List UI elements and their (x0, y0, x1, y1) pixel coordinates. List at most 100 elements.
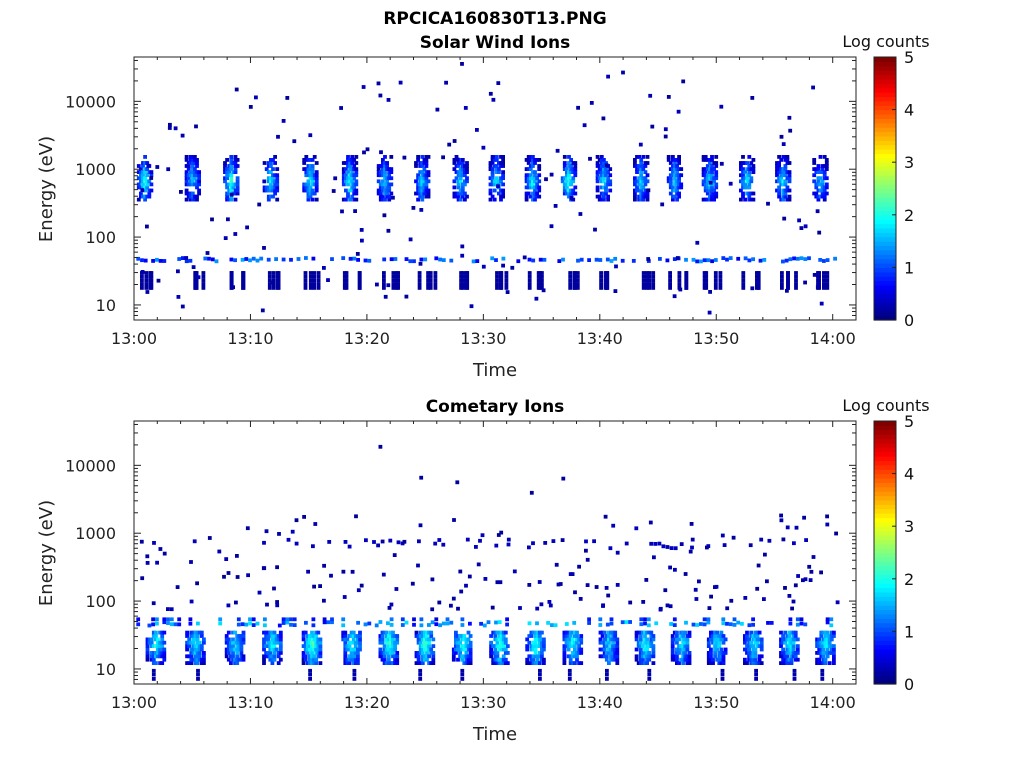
burst-pixel (832, 630, 836, 635)
burst-pixel (223, 161, 227, 165)
burst-pixel (343, 637, 348, 642)
colorbar-segment (874, 61, 896, 67)
burst-pixel (393, 634, 397, 638)
burst-pixel (609, 651, 613, 655)
burst-pixel (595, 170, 600, 174)
burst-pixel (604, 657, 609, 662)
burst-pixel (304, 167, 309, 171)
burst-pixel (229, 158, 234, 162)
burst-pixel (789, 647, 794, 652)
burst-pixel (611, 651, 615, 655)
scatter-pixel (791, 599, 796, 604)
band-pixel (725, 257, 729, 262)
band-pixel (330, 257, 334, 261)
burst-pixel (495, 630, 500, 635)
band-pixel (561, 257, 565, 262)
scatter-pixel (697, 579, 701, 584)
scatter-pixel (375, 282, 379, 287)
scatter-pixel (290, 529, 295, 534)
burst-pixel (145, 651, 150, 655)
burst-pixel (425, 634, 429, 638)
scatter-pixel (312, 584, 316, 589)
burst-pixel (567, 155, 571, 159)
burst-pixel (705, 185, 710, 190)
low-energy-pixel (573, 274, 577, 279)
burst-pixel (607, 630, 611, 635)
burst-pixel (145, 644, 150, 648)
burst-pixel (672, 630, 677, 635)
scatter-pixel (668, 565, 672, 570)
burst-pixel (781, 188, 786, 193)
burst-pixel (301, 637, 306, 642)
burst-pixel (235, 182, 240, 187)
scatter-pixel (496, 81, 501, 85)
burst-pixel (827, 637, 832, 642)
burst-pixel (160, 630, 165, 635)
burst-pixel (671, 155, 675, 159)
burst-pixel (573, 630, 577, 635)
burst-pixel (270, 640, 275, 645)
burst-pixel (637, 176, 641, 181)
low-energy-pixel (498, 274, 503, 279)
burst-pixel (395, 651, 400, 655)
burst-pixel (235, 654, 240, 659)
band-pixel (356, 258, 360, 262)
burst-pixel (191, 647, 196, 652)
burst-pixel (703, 158, 708, 162)
burst-pixel (755, 661, 760, 665)
burst-pixel (308, 191, 313, 196)
burst-pixel (303, 640, 308, 645)
burst-pixel (494, 176, 499, 181)
burst-pixel (184, 155, 189, 159)
burst-pixel (343, 654, 348, 659)
scatter-pixel (460, 62, 464, 66)
burst-pixel (604, 188, 608, 193)
scatter-pixel (322, 266, 326, 270)
burst-pixel (314, 647, 319, 652)
scatter-pixel (755, 586, 760, 591)
burst-pixel (426, 173, 431, 178)
burst-pixel (683, 644, 688, 648)
low-energy-pixel (645, 282, 649, 287)
burst-pixel (310, 158, 315, 162)
burst-pixel (501, 164, 505, 168)
scatter-pixel (254, 95, 258, 100)
burst-pixel (565, 182, 569, 187)
band-pixel (363, 258, 368, 263)
burst-pixel (314, 657, 319, 662)
low-energy-pixel (536, 274, 541, 279)
burst-pixel (350, 155, 355, 159)
burst-pixel (677, 176, 681, 181)
burst-pixel (635, 155, 639, 159)
burst-pixel (225, 167, 229, 171)
burst-pixel (540, 651, 544, 655)
burst-pixel (460, 644, 465, 648)
burst-pixel (385, 194, 389, 199)
burst-pixel (378, 634, 383, 638)
burst-pixel (188, 182, 193, 187)
colorbar-segment (874, 627, 896, 632)
burst-pixel (670, 657, 675, 662)
burst-pixel (376, 170, 381, 174)
burst-pixel (356, 647, 360, 652)
band-pixel (609, 259, 614, 263)
burst-pixel (499, 634, 504, 638)
burst-pixel (526, 185, 531, 190)
burst-pixel (643, 654, 647, 659)
burst-pixel (636, 661, 641, 665)
low-energy-pixel (267, 274, 272, 279)
colorbar-segment (874, 241, 896, 247)
burst-pixel (160, 647, 165, 652)
burst-pixel (145, 182, 150, 187)
burst-pixel (499, 188, 503, 193)
burst-pixel (308, 654, 312, 659)
low-energy-pixel (149, 286, 154, 290)
band-pixel (702, 258, 707, 263)
burst-pixel (386, 661, 391, 665)
burst-pixel (416, 197, 420, 202)
low-energy-pixel (464, 286, 469, 290)
burst-pixel (706, 651, 711, 655)
burst-pixel (227, 182, 232, 187)
burst-pixel (817, 651, 822, 655)
burst-pixel (347, 657, 352, 662)
